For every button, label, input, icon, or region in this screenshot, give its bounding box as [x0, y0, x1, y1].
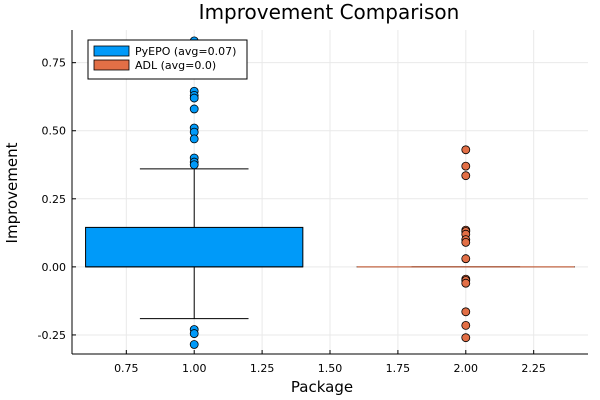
outlier-point [461, 278, 471, 288]
tick-labels: 0.75 1.00 1.25 1.50 1.75 2.00 2.25 -0.25 0.00 0.2… [38, 57, 546, 375]
outlier-point [461, 333, 471, 343]
outlier-point [461, 237, 471, 247]
outlier-point [189, 93, 199, 103]
outlier-point [461, 145, 471, 155]
outlier-point [461, 161, 471, 171]
outlier-point [461, 307, 471, 317]
x-axis-label: Package [291, 378, 353, 396]
x-tick-label: 1.50 [318, 362, 343, 375]
outlier-point [461, 321, 471, 330]
y-tick-label: -0.25 [38, 329, 66, 342]
outlier-point [189, 134, 199, 144]
x-tick-label: 2.00 [454, 362, 479, 375]
outlier-point [189, 329, 199, 338]
outlier-point [461, 254, 471, 264]
y-tick-label: 0.50 [42, 125, 67, 138]
x-tick-label: 2.25 [521, 362, 546, 375]
y-tick-label: 0.25 [42, 193, 67, 206]
box-rect [85, 226, 304, 268]
y-axis-label: Improvement [3, 142, 21, 243]
outlier-point [189, 104, 199, 114]
y-tick-label: 0.00 [42, 261, 67, 274]
outlier-point [189, 340, 199, 349]
y-tick-label: 0.75 [42, 57, 67, 70]
axes [71, 30, 588, 355]
x-tick-label: 1.75 [386, 362, 411, 375]
box-series [85, 36, 575, 349]
outlier-point [189, 160, 199, 170]
x-tick-label: 1.00 [182, 362, 207, 375]
legend: PyEPO (avg=0.07)ADL (avg=0.0) [87, 39, 248, 80]
box-group [356, 145, 575, 343]
x-tick-label: 0.75 [114, 362, 139, 375]
legend-label: ADL (avg=0.0) [135, 59, 216, 72]
legend-swatch [93, 45, 130, 57]
x-tick-label: 1.25 [250, 362, 275, 375]
legend-label: PyEPO (avg=0.07) [135, 45, 236, 58]
chart-title: Improvement Comparison [199, 0, 460, 24]
legend-swatch [93, 59, 130, 71]
outlier-point [461, 171, 471, 181]
box-group [85, 36, 304, 349]
